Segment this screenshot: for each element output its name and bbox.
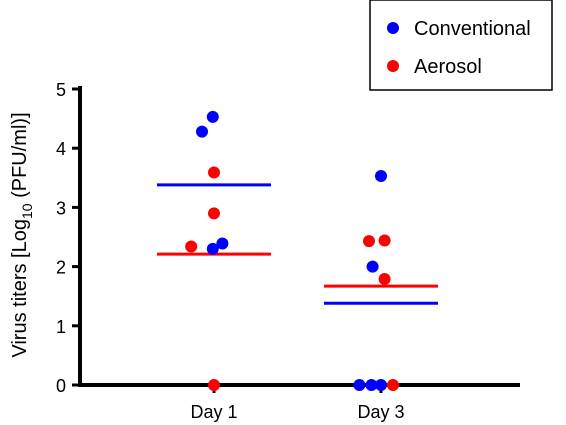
data-point [378, 234, 391, 247]
y-tick-label: 1 [56, 317, 66, 337]
data-point [206, 242, 219, 255]
y-tick-label: 2 [56, 258, 66, 278]
data-point [375, 170, 387, 183]
y-tick-label: 5 [56, 80, 66, 100]
data-point [185, 240, 198, 253]
legend-label-conventional: Conventional [414, 18, 531, 40]
legend-marker-aerosol [387, 60, 399, 72]
y-axis-label: Virus titers [Log10 (PFU/ml)] [9, 112, 35, 357]
y-tick-label: 0 [56, 376, 66, 396]
y-tick-label: 4 [56, 139, 66, 159]
data-point [208, 207, 220, 220]
data-point [208, 379, 220, 391]
y-ticks: 0 1 2 3 4 5 [56, 80, 80, 396]
data-point [206, 110, 219, 123]
data-point [378, 273, 391, 286]
legend: Conventional Aerosol [369, 0, 553, 91]
data-points [185, 110, 399, 391]
legend-marker-conventional [387, 22, 399, 34]
x-tick-label: Day 1 [190, 402, 237, 422]
data-point [366, 260, 379, 273]
data-point [216, 237, 229, 250]
data-point [363, 235, 375, 248]
data-point [365, 379, 378, 391]
mean-lines [157, 183, 438, 305]
x-tick-label: Day 3 [357, 402, 404, 422]
data-point [196, 125, 208, 138]
data-point [387, 379, 399, 391]
legend-box [369, 0, 553, 91]
data-point [208, 166, 220, 179]
data-point [375, 379, 387, 391]
data-point [353, 379, 366, 391]
y-tick-label: 3 [56, 198, 66, 218]
legend-label-aerosol: Aerosol [414, 56, 482, 78]
